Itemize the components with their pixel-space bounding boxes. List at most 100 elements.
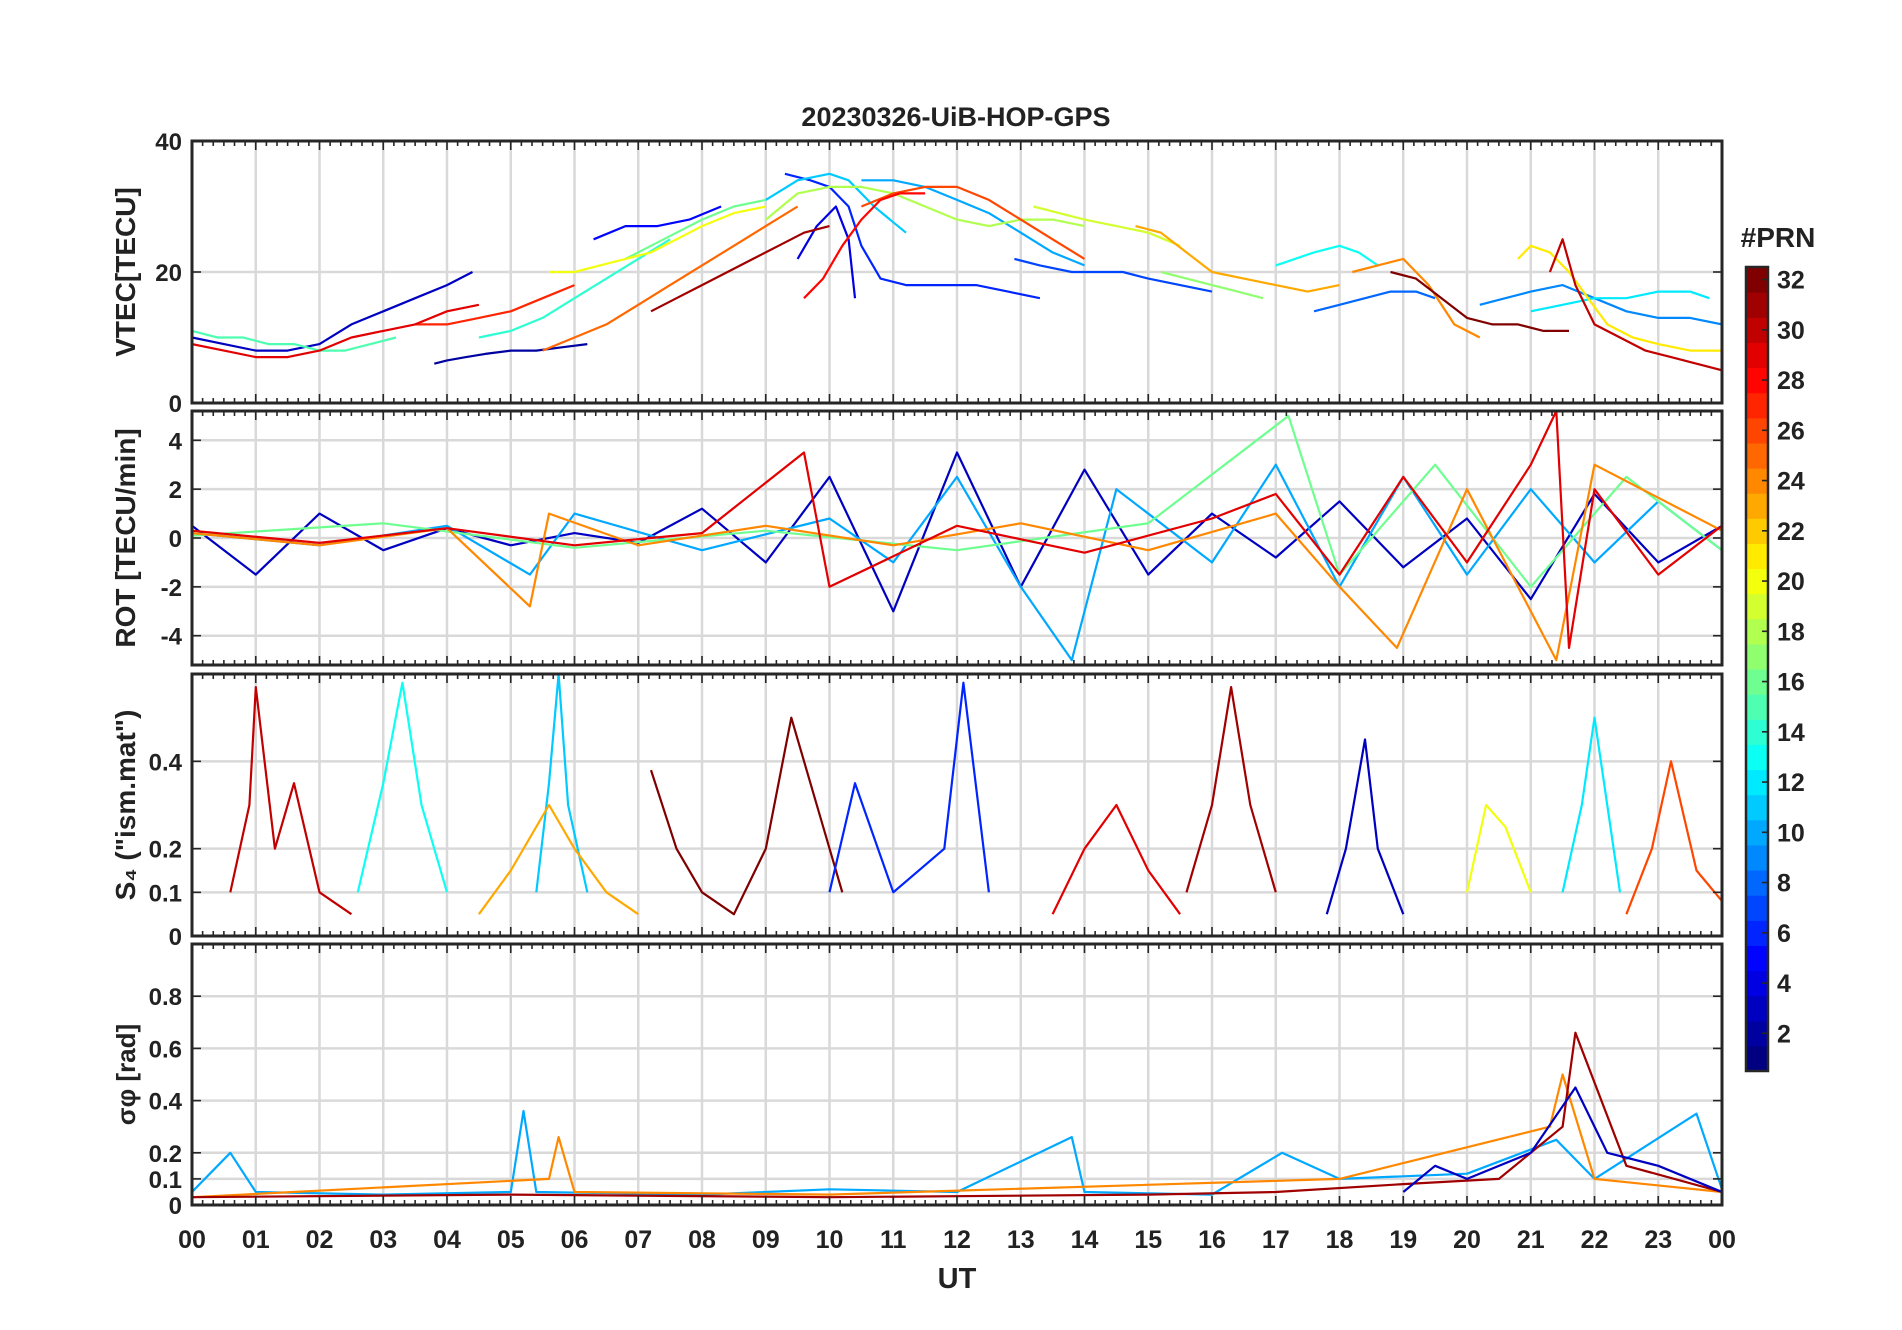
colorbar-tick-label: 16 [1777, 669, 1805, 697]
rot-y-tick-label: -2 [161, 575, 182, 602]
x-tick-label: 06 [561, 1226, 589, 1254]
x-tick-label: 09 [752, 1226, 780, 1254]
x-tick-label: 18 [1326, 1226, 1354, 1254]
s4-series-line-prn-13 [356, 681, 449, 893]
colorbar-tick-label: 32 [1777, 267, 1805, 295]
colorbar-swatch-prn-31 [1746, 292, 1768, 318]
x-axis-tick-labels: 00 01 02 03 04 05 06 07 08 09 10 11 12 13 14 15 16 17 18 19… [178, 1226, 1736, 1254]
vtec-series-line-prn-25 [542, 205, 799, 352]
rot-ylabel: ROT [TECU/min] [110, 428, 141, 647]
s4-series-line-prn-6 [828, 681, 990, 894]
colorbar-swatch-prn-11 [1746, 794, 1768, 821]
vtec-y-tick-label: 0 [169, 391, 182, 418]
colorbar-swatch-prn-26 [1746, 417, 1768, 444]
s4-y-tick-label: 0.4 [149, 749, 183, 776]
colorbar-swatch-prn-17 [1746, 643, 1768, 670]
s4-series-line-prn-12 [1561, 716, 1622, 893]
vtec-series-line-prn-13 [1275, 244, 1379, 267]
sigma_phi-y-tick-label: 0 [169, 1193, 182, 1220]
x-tick-label: 04 [433, 1226, 461, 1254]
x-tick-label: 15 [1134, 1226, 1162, 1254]
colorbar-tick-label: 8 [1777, 870, 1791, 898]
colorbar-swatch-prn-1 [1746, 1045, 1768, 1072]
x-tick-label: 07 [624, 1226, 652, 1254]
rot-y-tick-label: 2 [169, 477, 182, 504]
x-axis-label: UT [938, 1263, 977, 1295]
vtec-series-line-prn-3 [192, 271, 474, 352]
colorbar-swatch-prn-23 [1746, 493, 1768, 519]
vtec-series-line-prn-12 [1530, 290, 1710, 313]
colorbar-swatch-prn-9 [1746, 844, 1768, 871]
colorbar-swatch-prn-7 [1746, 895, 1768, 921]
s4-series-line-prn-26 [1625, 760, 1722, 915]
vtec-series-line-prn-24 [1352, 257, 1481, 339]
colorbar-swatch-prn-3 [1746, 995, 1768, 1022]
s4-series-line-prn-23 [478, 803, 639, 916]
rot-series-line-prn-24 [192, 463, 1722, 662]
colorbar-tick-label: 22 [1777, 518, 1805, 546]
vtec-series-line-prn-15 [192, 329, 397, 352]
colorbar-swatch-prn-15 [1746, 694, 1768, 720]
colorbar-swatch-prn-6 [1746, 920, 1768, 946]
vtec-series-line-prn-29 [192, 303, 480, 359]
s4-y-tick-label: 0.2 [149, 837, 182, 864]
sigma_phi-lines [192, 1031, 1722, 1199]
s4-series-line-prn-32 [649, 716, 844, 916]
x-tick-label: 21 [1517, 1226, 1545, 1254]
colorbar-swatch-prn-16 [1746, 669, 1768, 695]
sigma_phi-y-tick-label: 0.4 [149, 1089, 183, 1116]
rot-series-line-prn-29 [192, 411, 1722, 650]
vtec-series-line-prn-14 [478, 238, 671, 339]
x-tick-label: 11 [880, 1226, 907, 1254]
colorbar-swatch-prn-21 [1746, 543, 1768, 570]
vtec-lines [192, 172, 1722, 372]
sigma_phi-y-tick-label: 0.1 [149, 1167, 182, 1194]
rot-grid [192, 411, 1722, 665]
colorbar-swatch-prn-22 [1746, 518, 1768, 544]
x-tick-label: 02 [306, 1226, 334, 1254]
x-tick-label: 22 [1581, 1226, 1609, 1254]
s4-lines [229, 674, 1722, 916]
rot-ticks: -4 -2 0 2 4 [161, 411, 1723, 665]
s4-series-line-prn-11 [535, 674, 589, 893]
x-tick-label: 00 [178, 1226, 206, 1254]
s4-ticks: 0 0.1 0.2 0.4 [149, 674, 1723, 951]
colorbar-tick-label: 4 [1777, 970, 1791, 998]
x-tick-label: 14 [1071, 1226, 1099, 1254]
panel-sigma_phi: 00.10.2 0.4 0.6 0.8 σφ [rad] [111, 942, 1724, 1220]
colorbar-tick-label: 26 [1777, 417, 1805, 445]
vtec-series-line-prn-17 [1160, 270, 1264, 300]
x-tick-label: 10 [816, 1226, 844, 1254]
vtec-y-tick-label: 40 [155, 129, 182, 156]
vtec-series-line-prn-32 [1390, 270, 1569, 332]
s4-series-line-prn-31 [1185, 685, 1277, 893]
colorbar-tick-label: 10 [1777, 819, 1805, 847]
panel-vtec: 0 20 40 VTEC[TECU] [110, 129, 1724, 418]
sigma_phi-series-line-prn-31 [192, 1031, 1722, 1199]
vtec-series-line-prn-18 [765, 185, 1085, 228]
s4-ylabel: S₄ ("ism.mat") [110, 710, 141, 901]
x-tick-label: 16 [1198, 1226, 1226, 1254]
rot-y-tick-label: -4 [161, 624, 183, 651]
vtec-series-line-prn-7 [1014, 257, 1213, 293]
vtec-ylabel: VTEC[TECU] [110, 187, 141, 357]
x-tick-label: 05 [497, 1226, 525, 1254]
rot-series-line-prn-10 [192, 463, 1722, 662]
x-tick-label: 13 [1007, 1226, 1035, 1254]
vtec-series-line-prn-4 [796, 205, 857, 299]
colorbar-swatch-prn-24 [1746, 468, 1768, 494]
vtec-series-line-prn-27 [415, 284, 575, 326]
x-tick-label: 12 [943, 1226, 971, 1254]
s4-series-line-prn-29 [1051, 803, 1181, 915]
colorbar-tick-label: 18 [1777, 618, 1805, 646]
x-tick-label: 23 [1644, 1226, 1672, 1254]
colorbar-swatch-prn-4 [1746, 970, 1768, 997]
vtec-y-tick-label: 20 [155, 260, 182, 287]
colorbar-tick-label: 20 [1777, 568, 1805, 596]
vtec-series-line-prn-2 [434, 343, 588, 365]
x-tick-label: 19 [1389, 1226, 1417, 1254]
sigma_phi-grid [192, 944, 1722, 1205]
